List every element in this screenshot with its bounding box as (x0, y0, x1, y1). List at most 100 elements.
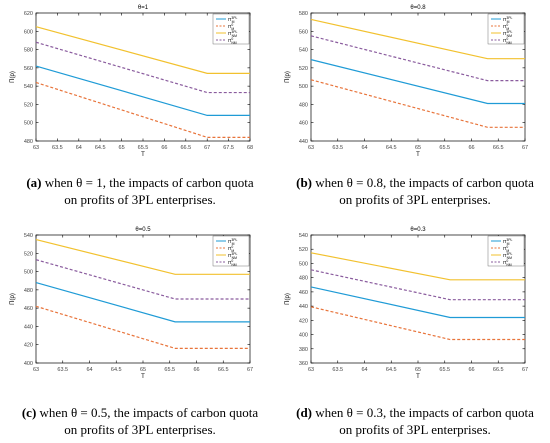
x-tick-label: 64 (76, 145, 82, 151)
x-tick-label: 67 (522, 367, 528, 373)
chart-title: θ=1 (138, 5, 149, 11)
y-axis-label: Π(p) (10, 293, 16, 305)
y-tick-label: 460 (24, 306, 33, 312)
series-line-3 (310, 18, 525, 60)
x-tick-label: 67.5 (223, 145, 234, 151)
x-tick-label: 68 (247, 145, 253, 151)
x-tick-label: 65 (415, 367, 421, 373)
x-tick-label: 64.5 (111, 367, 122, 373)
x-tick-label: 64 (86, 367, 92, 373)
caption-tag-d: (d) (296, 405, 312, 420)
x-axis-label: T (141, 152, 145, 158)
y-tick-label: 540 (24, 84, 33, 90)
x-axis-label: T (416, 374, 420, 380)
chart-panel-a: θ=1 63 63.5 64 64.5 65 65.5 66 66.5 67 67.5 68 480 50… (0, 0, 275, 172)
x-tick-label: 63.5 (52, 145, 63, 151)
y-tick-label: 440 (24, 324, 33, 330)
y-tick-label: 480 (24, 288, 33, 294)
y-tick-label: 500 (24, 270, 33, 276)
x-tick-label: 64.5 (95, 145, 106, 151)
x-tick-label: 66.5 (493, 367, 504, 373)
chart-panel-c: θ=0.5 63 63.5 64 64.5 65 65.5 66 66.5 67 400 420 440… (0, 222, 275, 394)
chart-title: θ=0.5 (135, 227, 151, 233)
x-axis-label: T (141, 374, 145, 380)
x-tick-label: 66.5 (218, 367, 229, 373)
legend-label-1: Π3PL M (503, 16, 512, 24)
y-tick-label: 480 (24, 139, 33, 145)
series-line-1 (310, 59, 525, 105)
y-tick-label: 480 (299, 102, 308, 108)
caption-b: (b) when θ = 0.8, the impacts of carbon … (290, 174, 540, 208)
x-tick-label: 65 (119, 145, 125, 151)
y-tick-label: 420 (299, 318, 308, 324)
y-tick-label: 440 (299, 139, 308, 145)
chart-title: θ=0.3 (410, 227, 426, 233)
series-line-4 (310, 269, 525, 301)
x-axis-label: T (416, 152, 420, 158)
y-tick-label: 580 (299, 11, 308, 17)
legend-label-2: Π0 M (503, 245, 509, 253)
y-tick-label: 520 (299, 247, 308, 253)
y-tick-label: 380 (299, 347, 308, 353)
legend-label-2: Π0 M (228, 245, 234, 253)
x-tick-label: 65.5 (439, 367, 450, 373)
y-tick-label: 620 (24, 11, 33, 17)
legend-label-4: Π0 NM (228, 259, 237, 267)
y-axis-label: Π(p) (10, 71, 16, 83)
caption-tag-c: (c) (21, 405, 37, 420)
caption-text-a: when θ = 1, the impacts of carbon quota … (44, 175, 254, 207)
y-tick-label: 560 (24, 66, 33, 72)
x-tick-label: 66 (468, 367, 474, 373)
legend-box (487, 235, 525, 267)
chart-svg-d: θ=0.3 63 63.5 64 64.5 65 65.5 66 66.5 67 360 380 400… (285, 227, 528, 380)
x-tick-label: 66 (161, 145, 167, 151)
caption-c: (c) when θ = 0.5, the impacts of carbon … (15, 404, 265, 438)
y-tick-label: 420 (24, 343, 33, 349)
legend-label-1: Π3PL M (503, 238, 512, 246)
x-tick-label: 65 (415, 145, 421, 151)
chart-panel-b: θ=0.8 63 63.5 64 64.5 65 65.5 66 66.5 67 440 460 480… (275, 0, 550, 172)
caption-a: (a) when θ = 1, the impacts of carbon qu… (20, 174, 260, 208)
x-tick-label: 63.5 (57, 367, 68, 373)
series-line-3 (35, 26, 250, 74)
series-line-3 (310, 252, 525, 281)
x-tick-label: 65.5 (138, 145, 149, 151)
x-tick-label: 66.5 (180, 145, 191, 151)
legend-label-2: Π0 M (228, 23, 234, 31)
x-tick-label: 63.5 (332, 367, 343, 373)
caption-tag-b: (b) (296, 175, 312, 190)
y-tick-label: 540 (299, 233, 308, 239)
x-tick-label: 67 (204, 145, 210, 151)
y-tick-label: 600 (24, 29, 33, 35)
x-tick-label: 63 (33, 367, 39, 373)
y-tick-label: 540 (299, 48, 308, 54)
x-tick-label: 64 (361, 367, 367, 373)
x-tick-label: 63.5 (332, 145, 343, 151)
y-tick-label: 500 (299, 261, 308, 267)
series-line-2 (310, 306, 525, 341)
y-tick-label: 520 (299, 66, 308, 72)
x-tick-label: 63 (308, 367, 314, 373)
y-tick-label: 540 (24, 233, 33, 239)
series-line-1 (35, 65, 250, 117)
chart-svg-c: θ=0.5 63 63.5 64 64.5 65 65.5 66 66.5 67 400 420 440… (10, 227, 253, 380)
y-tick-label: 500 (24, 121, 33, 127)
caption-d: (d) when θ = 0.3, the impacts of carbon … (290, 404, 540, 438)
x-tick-label: 65.5 (164, 367, 175, 373)
x-tick-label: 66 (193, 367, 199, 373)
x-tick-label: 63 (33, 145, 39, 151)
x-tick-label: 66 (468, 145, 474, 151)
legend-label-1: Π3PL M (228, 238, 237, 246)
y-tick-label: 520 (24, 251, 33, 257)
x-tick-label: 67 (522, 145, 528, 151)
chart-panel-d: θ=0.3 63 63.5 64 64.5 65 65.5 66 66.5 67 360 380 400… (275, 222, 550, 394)
legend-label-3: Π3PL NM (503, 30, 512, 38)
series-line-4 (310, 35, 525, 82)
x-tick-label: 65.5 (439, 145, 450, 151)
caption-text-d: when θ = 0.3, the impacts of carbon quot… (315, 405, 534, 437)
y-tick-label: 560 (299, 29, 308, 35)
x-tick-label: 64 (361, 145, 367, 151)
legend-label-4: Π0 NM (228, 37, 237, 45)
y-tick-label: 440 (299, 304, 308, 310)
caption-text-b: when θ = 0.8, the impacts of carbon quot… (315, 175, 534, 207)
